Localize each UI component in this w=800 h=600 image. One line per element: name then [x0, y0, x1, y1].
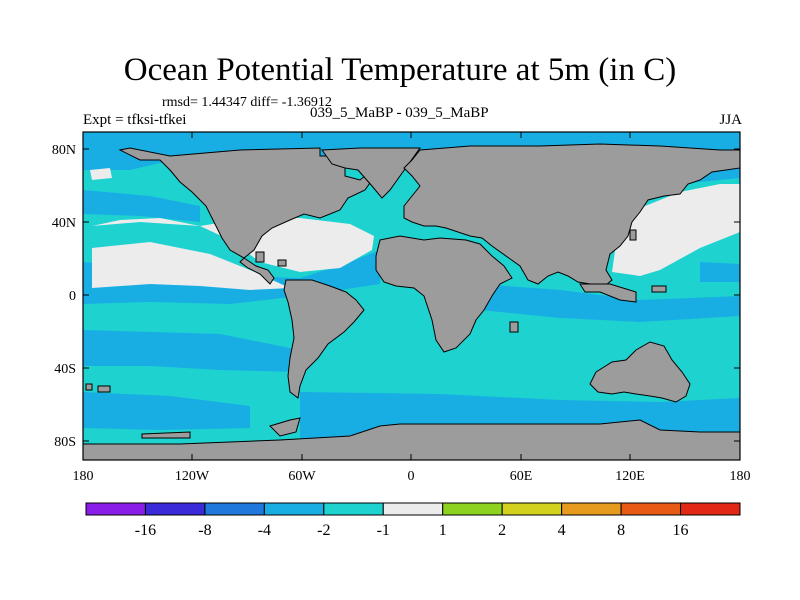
colorbar-label: 4: [558, 522, 566, 539]
x-tick-180-west: 180: [73, 469, 94, 484]
land-island-2: [629, 229, 637, 241]
page-title: Ocean Potential Temperature at 5m (in C): [123, 52, 677, 88]
land-australia: [589, 341, 691, 403]
colorbar-swatch: [501, 502, 563, 516]
land-africa: [375, 235, 513, 353]
colorbar-swatch: [204, 502, 265, 516]
colorbar-label: -8: [198, 522, 211, 539]
colorbar-swatch: [382, 502, 444, 516]
land-island-8: [277, 259, 287, 267]
colorbar-label: -16: [135, 522, 156, 539]
land-island-1: [651, 285, 667, 293]
experiment-label: Expt = tfksi-tfkei: [83, 112, 187, 128]
x-tick-60E: 60E: [510, 469, 533, 484]
colorbar-label: -1: [377, 522, 390, 539]
colorbar-swatch: [263, 502, 325, 516]
land-masses: [82, 143, 741, 461]
land-se-asia: [579, 283, 637, 303]
colorbar-swatch: [323, 502, 384, 516]
map-plot: 80N 40N 0 40S 80S 180 120W 60W 0 60E 120…: [52, 131, 751, 484]
colorbar: [85, 502, 741, 516]
land-south-america: [283, 279, 365, 399]
colorbar-label: 2: [498, 522, 506, 539]
stats-line: rmsd= 1.44347 diff= -1.36912: [162, 95, 332, 110]
colorbar-label: -4: [258, 522, 271, 539]
x-tick-0: 0: [408, 469, 415, 484]
y-tick-0: 0: [69, 289, 76, 304]
colorbar-swatch: [680, 502, 741, 516]
near-zero-regions: [90, 168, 740, 290]
colorbar-swatch: [561, 502, 622, 516]
y-tick-80S: 80S: [54, 435, 76, 450]
land-island-5: [97, 385, 111, 393]
colorbar-label: 16: [673, 522, 689, 539]
season-label: JJA: [719, 112, 742, 128]
colorbar-label: 1: [439, 522, 447, 539]
land-island-4: [85, 383, 93, 391]
colorbar-label: 8: [617, 522, 625, 539]
colorbar-swatch: [144, 502, 206, 516]
colorbar-swatch: [620, 502, 682, 516]
land-island-6: [141, 431, 191, 439]
x-tick-120W: 120W: [175, 469, 210, 484]
x-tick-180-east: 180: [730, 469, 751, 484]
land-eurasia: [403, 143, 741, 291]
land-greenland: [321, 147, 421, 199]
land-central-america: [239, 257, 275, 285]
x-tick-60W: 60W: [288, 469, 316, 484]
colorbar-swatch: [442, 502, 503, 516]
y-tick-40S: 40S: [54, 362, 76, 377]
colorbar-swatch: [85, 502, 146, 516]
land-island-7: [255, 251, 265, 263]
case-label: 039_5_MaBP - 039_5_MaBP: [310, 105, 489, 121]
colorbar-label: -2: [317, 522, 330, 539]
land-antarctic-peninsula: [269, 417, 301, 437]
y-tick-80N: 80N: [52, 143, 76, 158]
colorbar-labels: -16 -8 -4 -2 -1 1 2 4 8 16: [135, 522, 689, 539]
x-tick-120E: 120E: [615, 469, 645, 484]
land-island-3: [509, 321, 519, 333]
y-tick-40N: 40N: [52, 216, 76, 231]
tick-marks: [83, 132, 740, 460]
land-north-america: [118, 147, 386, 259]
